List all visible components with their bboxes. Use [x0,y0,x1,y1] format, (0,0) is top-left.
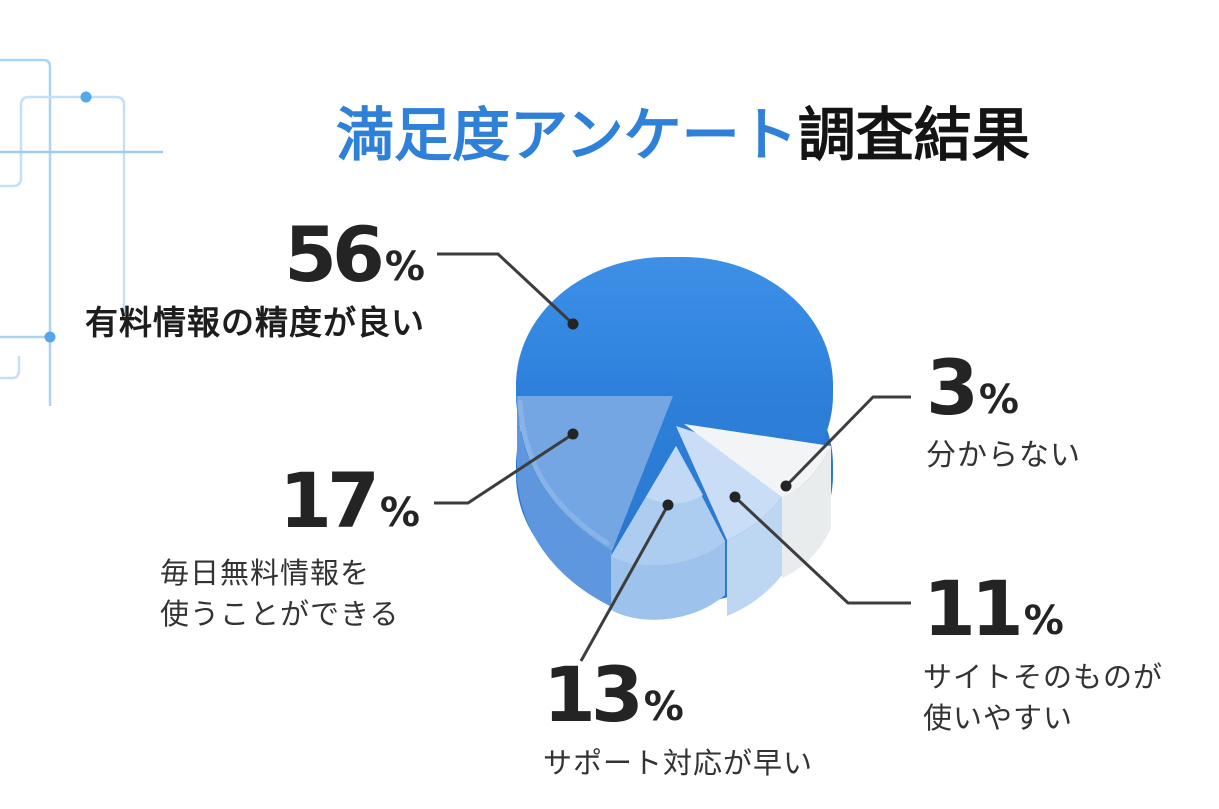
pie-slice-17-top [517,396,673,551]
leader-line-13 [579,504,670,662]
callout-3-value: 3 [926,343,979,432]
leader-dot-13 [662,499,674,511]
callout-13-percent-sign: % [643,683,684,730]
leader-dots [567,318,792,511]
callout-56-label: 有料情報の精度が良い [85,303,425,341]
pie-slice-3-side [782,446,831,578]
callout-17-percent-sign: % [379,489,420,536]
callout-56-percent-sign: % [384,243,425,290]
leader-dot-56 [567,318,579,330]
pie-slice-11-top [676,426,801,540]
leader-dot-3 [780,480,792,492]
callout-11-label: サイトそのものが 使いやすい [923,658,1163,740]
callout-13: 13 % サポート対応が早い [543,650,814,785]
decor-line-corner [0,356,21,380]
pie-slice-17-side [517,398,612,607]
leader-line-11 [733,495,911,605]
leader-lines [434,252,911,662]
callout-17-value: 17 [279,456,380,545]
pie-slice-17-rim-highlight [517,399,610,546]
decor-line-box [0,95,126,311]
title-suffix: 調査結果 [797,102,1030,168]
decorative-lines [0,58,163,406]
leader-line-56 [437,252,575,326]
callout-17-label-line1: 毎日無料情報を [160,557,371,590]
leader-dot-17 [567,428,579,440]
callout-11: 11 % サイトそのものが 使いやすい [923,564,1163,740]
leader-line-3 [784,395,911,488]
callout-3-label: 分からない [926,438,1081,472]
pie-body [516,257,833,620]
callout-17-label-line2: 使うことができる [160,599,400,632]
callout-17-number-row: 17 % [160,456,420,545]
callout-11-percent-sign: % [1023,597,1064,644]
callout-3-number-row: 3 % [926,343,1081,432]
decor-dot [44,331,56,343]
callout-17: 17 % 毎日無料情報を 使うことができる [160,456,420,636]
callout-13-label: サポート対応が早い [543,747,814,780]
pie-slice-13-apex-highlight [646,446,703,504]
callout-11-label-line2: 使いやすい [923,703,1074,736]
callout-11-label-line1: サイトそのものが [923,661,1164,694]
callout-13-number-row: 13 % [543,650,813,739]
callout-13-value: 13 [543,650,644,739]
callout-3: 3 % 分からない [926,343,1081,478]
callout-11-number-row: 11 % [923,564,1163,653]
decor-dot [80,91,92,103]
leader-line-17 [434,432,574,505]
callout-11-value: 11 [923,564,1024,653]
leader-dot-11 [729,491,741,503]
callout-3-percent-sign: % [978,376,1019,423]
page-title: 満足度アンケート調査結果 [336,103,1030,170]
callout-56: 56 % 有料情報の精度が良い [20,210,425,347]
callout-56-number-row: 56 % [20,210,425,299]
callout-56-value: 56 [284,210,385,299]
decor-line-vertical [0,58,52,406]
title-highlight: 満足度アンケート [336,102,798,168]
pie-slice-13-front [611,541,725,620]
callout-17-label: 毎日無料情報を 使うことができる [160,554,420,636]
